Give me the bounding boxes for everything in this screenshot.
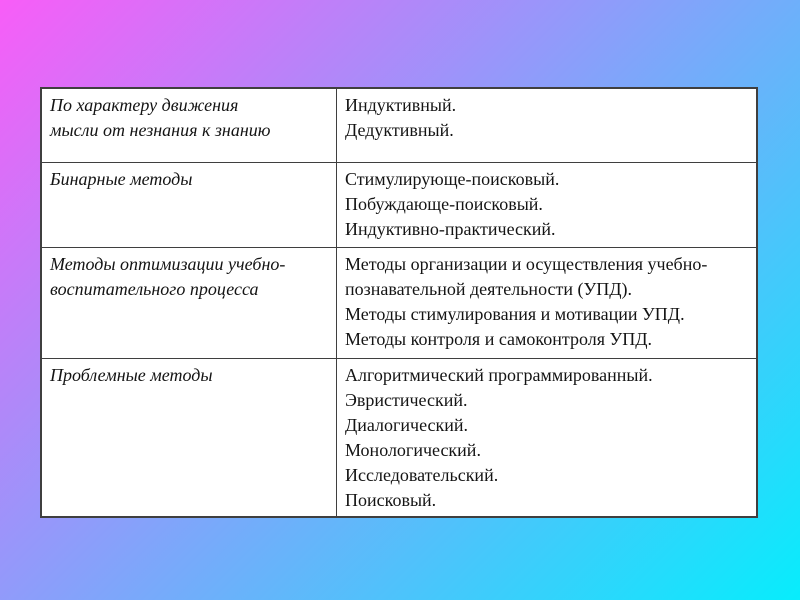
method-category-cell: Методы оптимизации учебно- воспитательно… [40, 247, 337, 359]
method-list-cell: Методы организации и осуществления учебн… [336, 247, 758, 359]
table-row: По характеру движения мысли от незнания … [40, 87, 758, 163]
method-list-cell: Алгоритмический программированный. Эврис… [336, 358, 758, 518]
table-body: По характеру движения мысли от незнания … [40, 87, 758, 518]
method-list-cell: Стимулирующе-поисковый. Побуждающе-поиск… [336, 162, 758, 248]
method-list-cell: Индуктивный. Дедуктивный. [336, 87, 758, 163]
method-category-cell: По характеру движения мысли от незнания … [40, 87, 337, 163]
table-row: Проблемные методы Алгоритмический програ… [40, 358, 758, 518]
table-row: Бинарные методы Стимулирующе-поисковый. … [40, 162, 758, 248]
method-category-cell: Бинарные методы [40, 162, 337, 248]
table-row: Методы оптимизации учебно- воспитательно… [40, 247, 758, 359]
teaching-methods-table: По характеру движения мысли от незнания … [40, 87, 758, 518]
method-category-cell: Проблемные методы [40, 358, 337, 518]
